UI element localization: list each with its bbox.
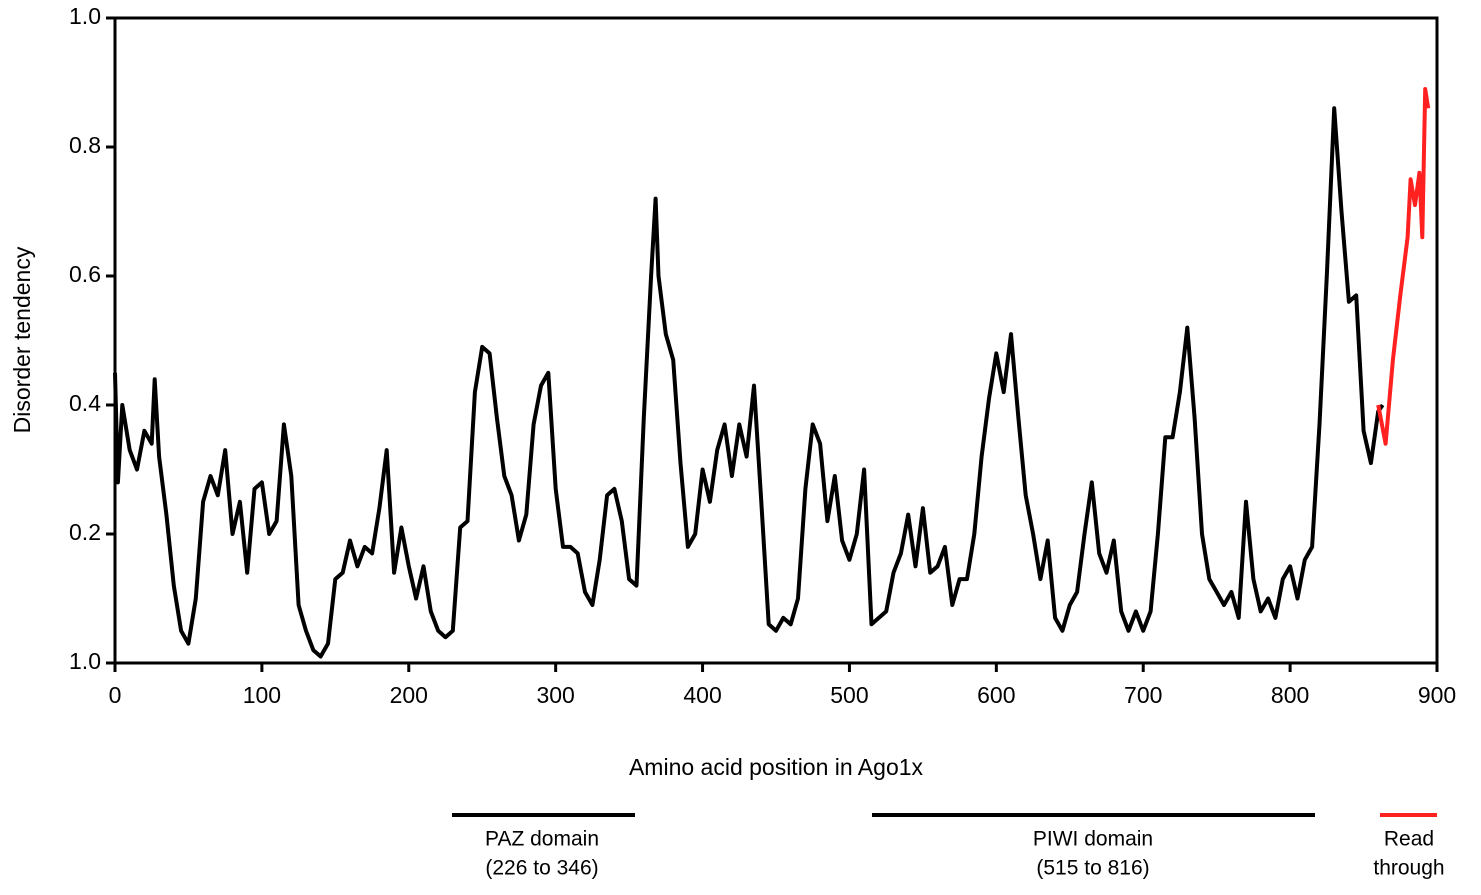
x-tick-label: 700 xyxy=(1124,682,1162,708)
annotation: (515 to 816) xyxy=(1036,857,1149,880)
plot-frame xyxy=(113,16,1439,665)
x-tick-label: 0 xyxy=(109,682,122,708)
annotation: through xyxy=(1373,857,1444,880)
y-tick-label: 1.0 xyxy=(69,648,101,674)
annotation: PIWI domain xyxy=(1033,828,1153,851)
y-tick-label: 0.4 xyxy=(69,390,101,416)
y-tick-label: 0.8 xyxy=(69,132,101,158)
y-tick-label: 1.0 xyxy=(69,3,101,29)
annotation: Read xyxy=(1384,828,1434,851)
x-tick-label: 200 xyxy=(390,682,428,708)
data-line xyxy=(1376,87,1431,446)
y-axis-label: Disorder tendency xyxy=(9,246,35,433)
x-tick-label: 100 xyxy=(243,682,281,708)
x-tick-label: 900 xyxy=(1418,682,1456,708)
annotation: PAZ domain xyxy=(485,828,599,851)
data-line xyxy=(113,106,1385,659)
y-tick-label: 0.6 xyxy=(69,261,101,287)
annotation: (226 to 346) xyxy=(485,857,598,880)
x-tick-label: 300 xyxy=(536,682,574,708)
x-tick-label: 600 xyxy=(977,682,1015,708)
y-tick-label: 0.2 xyxy=(69,519,101,545)
x-tick-label: 500 xyxy=(830,682,868,708)
x-tick-label: 400 xyxy=(683,682,721,708)
x-tick-label: 800 xyxy=(1271,682,1309,708)
x-axis-label: Amino acid position in Ago1x xyxy=(629,754,924,780)
